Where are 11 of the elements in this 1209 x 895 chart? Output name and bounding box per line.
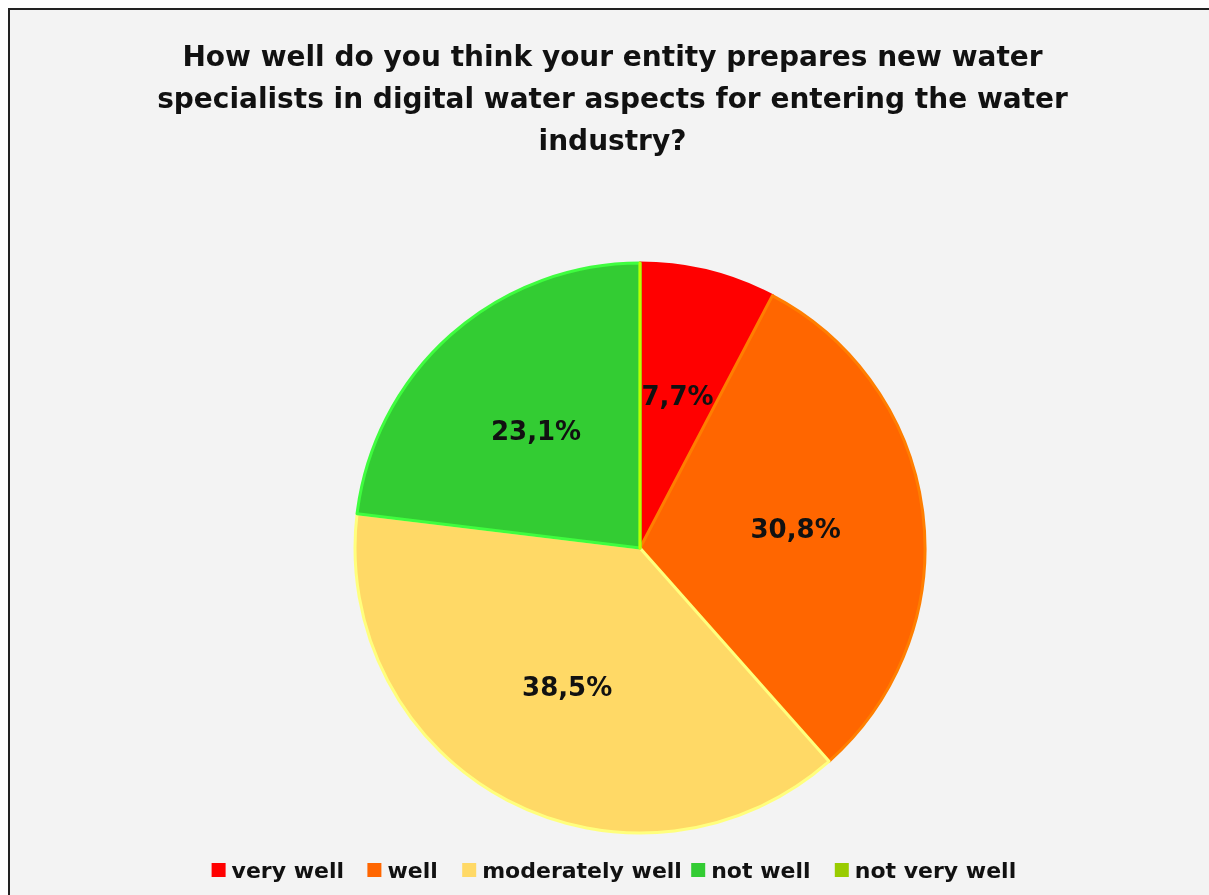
legend-label: not very well bbox=[854, 857, 1017, 883]
legend-label: moderately well bbox=[482, 857, 682, 883]
data-label: 30,8% bbox=[750, 514, 841, 545]
legend-label: well bbox=[387, 857, 438, 883]
data-label: 23,1% bbox=[490, 415, 582, 446]
legend-label: very well bbox=[231, 857, 345, 883]
data-label: 7,7% bbox=[641, 380, 714, 411]
data-label: 38,5% bbox=[522, 671, 613, 702]
chart-title: How well do you think your entity prepares new water specialists in digital water aspects for entering the water industry? bbox=[157, 40, 1069, 157]
pie-slice bbox=[355, 261, 642, 550]
legend-label: not well bbox=[711, 857, 811, 883]
